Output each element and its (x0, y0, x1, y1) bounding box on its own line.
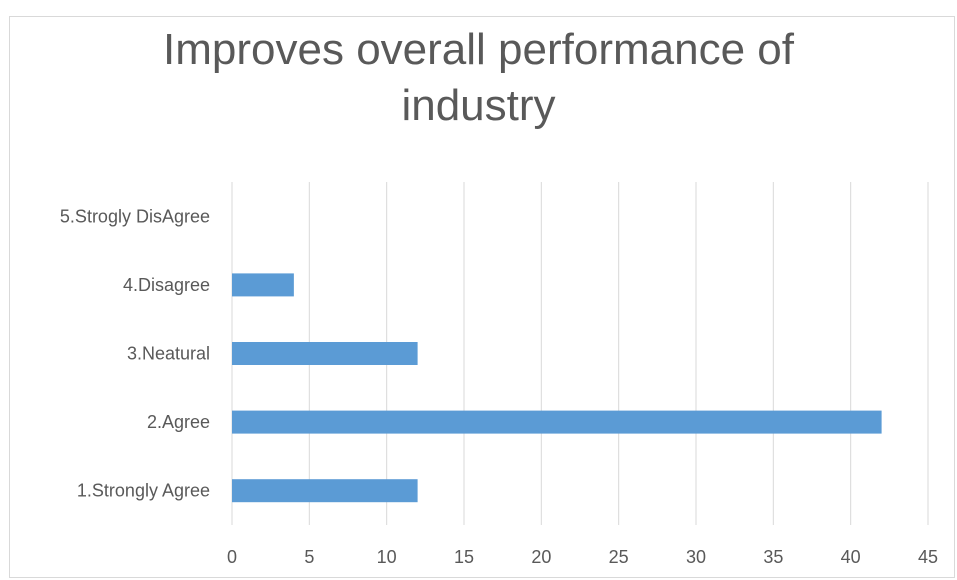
chart-title-line-2: industry (401, 81, 556, 130)
x-tick-label-25: 25 (609, 547, 629, 567)
category-label-5: 5.Strogly DisAgree (60, 206, 210, 226)
x-tick-label-30: 30 (686, 547, 706, 567)
chart-title-line-1: Improves overall performance of (163, 25, 794, 74)
bar-4 (232, 273, 294, 297)
category-label-4: 4.Disagree (123, 275, 210, 295)
chart-frame (9, 16, 955, 578)
bar-3 (232, 342, 418, 365)
x-tick-label-40: 40 (841, 547, 861, 567)
x-tick-label-5: 5 (304, 547, 314, 567)
chart-title: Improves overall performance of industry (0, 22, 957, 134)
x-tick-label-45: 45 (918, 547, 938, 567)
x-tick-label-0: 0 (227, 547, 237, 567)
bar-1 (232, 479, 418, 503)
x-tick-label-10: 10 (377, 547, 397, 567)
category-label-1: 1.Strongly Agree (77, 481, 210, 501)
category-label-3: 3.Neatural (127, 344, 210, 364)
x-tick-label-15: 15 (454, 547, 474, 567)
x-tick-label-35: 35 (763, 547, 783, 567)
category-label-2: 2.Agree (147, 412, 210, 432)
x-tick-label-20: 20 (531, 547, 551, 567)
bar-2 (232, 410, 882, 434)
